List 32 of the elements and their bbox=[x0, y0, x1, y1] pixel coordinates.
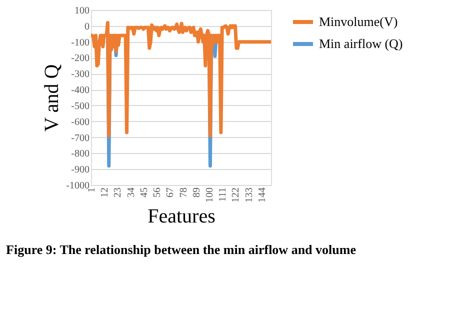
y-tick-label: -900 bbox=[71, 164, 90, 176]
y-tick-label: -700 bbox=[71, 132, 90, 144]
x-tick-label: 67 bbox=[165, 188, 176, 198]
y-tick-label: 100 bbox=[74, 6, 90, 16]
x-tick-label: 45 bbox=[138, 188, 150, 198]
y-tick-label: -400 bbox=[71, 85, 90, 96]
x-axis-title: Features bbox=[148, 206, 216, 228]
y-tick-label: -200 bbox=[71, 53, 90, 64]
x-tick-label: 89 bbox=[191, 188, 202, 198]
y-tick-label: -500 bbox=[71, 100, 90, 112]
x-tick-label: 133 bbox=[244, 188, 255, 202]
y-tick-label: -600 bbox=[71, 116, 90, 128]
x-tick-label: 78 bbox=[178, 188, 190, 198]
x-tick-label: 56 bbox=[152, 188, 164, 198]
y-tick-label: -1000 bbox=[66, 180, 90, 192]
y-tick-label: 0 bbox=[84, 21, 90, 32]
caption: Figure 9: The relationship between the min airflow and volume bbox=[6, 242, 356, 257]
x-tick-label: 23 bbox=[112, 188, 124, 198]
y-tick-label: -100 bbox=[71, 37, 90, 48]
x-tick-label: 122 bbox=[230, 188, 242, 202]
x-tick-label: 12 bbox=[100, 188, 111, 198]
x-tick-label: 100 bbox=[204, 188, 216, 202]
x-tick-label: 1 bbox=[86, 188, 98, 192]
x-tick-label: 34 bbox=[126, 188, 137, 198]
x-tick-label: 111 bbox=[218, 188, 229, 202]
y-axis-title: V and Q bbox=[41, 64, 64, 132]
legend-label: Minvolume(V) bbox=[319, 14, 398, 29]
y-tick-label: -300 bbox=[71, 69, 90, 80]
legend-label: Min airflow (Q) bbox=[319, 36, 403, 51]
y-tick-label: -800 bbox=[71, 148, 90, 160]
x-tick-label: 144 bbox=[256, 188, 268, 202]
line-series bbox=[89, 20, 273, 138]
